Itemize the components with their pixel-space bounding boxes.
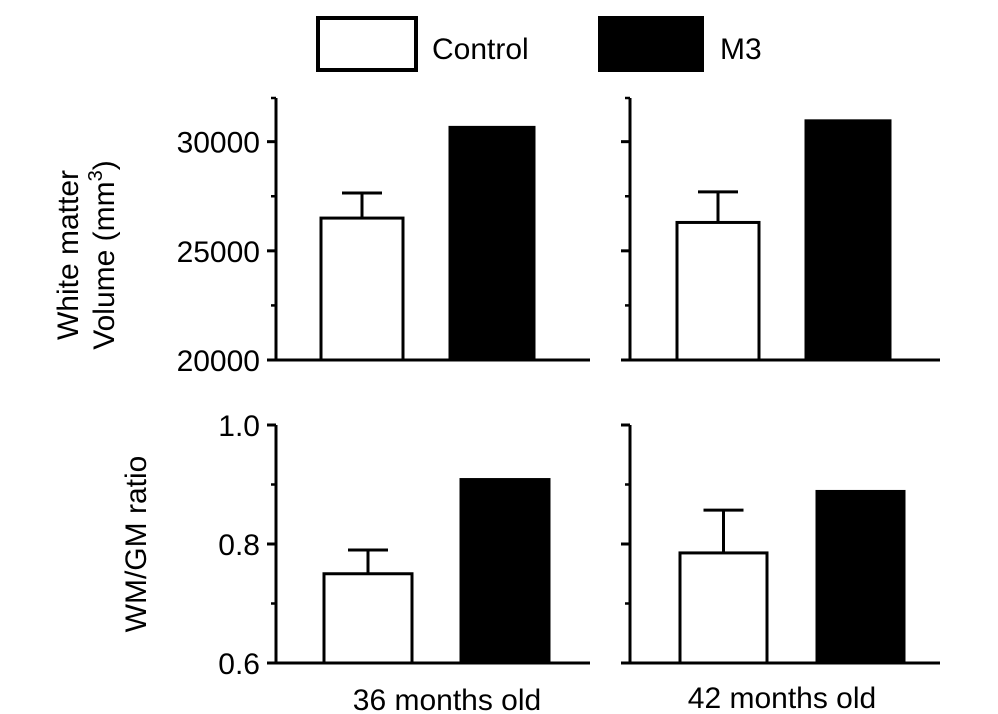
bar-control [678, 551, 769, 665]
bar-m3 [459, 478, 551, 664]
legend-swatch-control [316, 16, 418, 72]
panel-ratio-36: 0.6 0.8 1.0 [218, 410, 590, 681]
panel-white-matter-42 [621, 96, 940, 362]
y-tick-label: 20000 [177, 345, 260, 378]
legend-label-m3: M3 [720, 33, 762, 66]
legend-label-control: Control [432, 33, 529, 66]
y-tick-label: 0.8 [218, 529, 260, 562]
bar-m3 [804, 119, 892, 361]
bar-control [319, 216, 405, 362]
column-label-42: 42 months old [688, 682, 876, 714]
ylabel-bottom: WM/GM ratio [120, 456, 153, 633]
legend-swatch-m3 [598, 16, 704, 72]
y-tick-label: 0.6 [218, 648, 260, 681]
panel-white-matter-36: 20000 25000 30000 [177, 96, 590, 378]
ylabel-top-sup: 3 [85, 170, 107, 181]
ylabel-top-line1: White matter [52, 170, 85, 340]
panel-ratio-42 [621, 423, 940, 665]
bar-m3 [448, 125, 536, 361]
bar-m3 [815, 489, 906, 664]
y-tick-label: 30000 [177, 127, 260, 160]
legend: Control M3 [316, 16, 762, 72]
ylabel-top-line2: Volume (mm3) [85, 160, 121, 350]
ylabel-top-end: ) [88, 160, 121, 170]
ylabel-top-line2-main: Volume (mm [88, 181, 121, 349]
bar-control [675, 220, 761, 362]
column-label-36: 36 months old [353, 684, 541, 714]
y-tick-label: 1.0 [218, 410, 260, 443]
y-tick-label: 25000 [177, 236, 260, 269]
bar-control [322, 572, 414, 665]
